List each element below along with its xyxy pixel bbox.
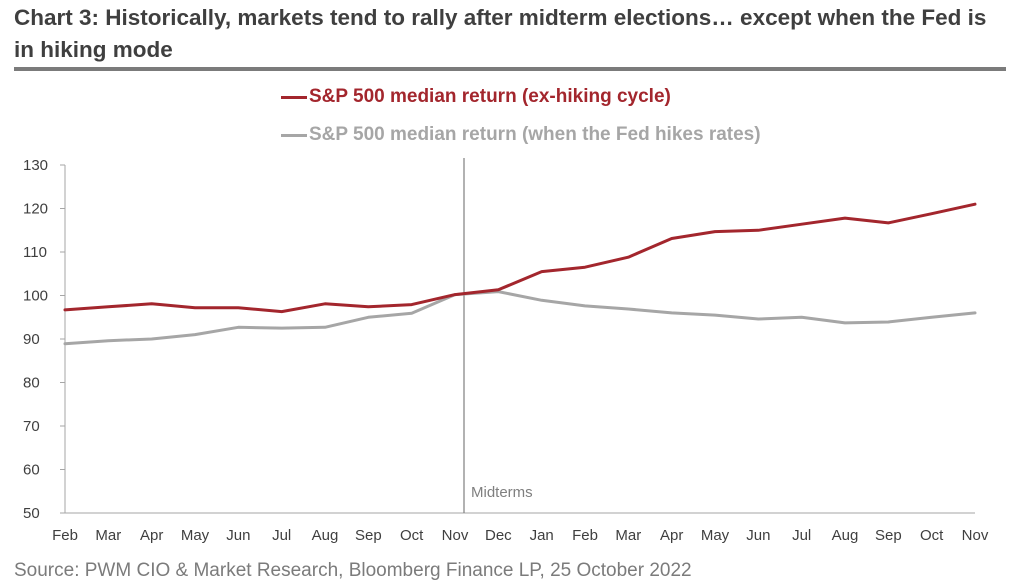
x-tick-label: Mar xyxy=(615,527,641,544)
series-line-hiking xyxy=(63,290,977,346)
legend-swatch-ex-hiking xyxy=(281,95,307,99)
x-tick-label: Jun xyxy=(746,527,770,544)
x-tick-label: Nov xyxy=(962,527,989,544)
x-tick-label: Nov xyxy=(442,527,469,544)
x-tick-label: May xyxy=(701,527,730,544)
y-tick-label: 120 xyxy=(23,201,48,218)
series-line-ex-hiking xyxy=(63,202,977,314)
x-tick-label: Mar xyxy=(95,527,121,544)
y-tick-label: 70 xyxy=(23,418,40,435)
midterms-label: Midterms xyxy=(471,484,533,501)
x-tick-label: Sep xyxy=(875,527,902,544)
source-note: Source: PWM CIO & Market Research, Bloom… xyxy=(14,560,692,581)
x-tick-label: Feb xyxy=(52,527,78,544)
x-tick-label: May xyxy=(181,527,210,544)
y-tick-label: 90 xyxy=(23,331,40,348)
x-tick-label: Aug xyxy=(312,527,339,544)
legend-swatch-hiking xyxy=(281,133,307,137)
legend-label-ex-hiking: S&P 500 median return (ex-hiking cycle) xyxy=(309,86,671,107)
y-tick-label: 130 xyxy=(23,157,48,174)
x-tick-label: Feb xyxy=(572,527,598,544)
x-tick-label: Sep xyxy=(355,527,382,544)
y-tick-label: 110 xyxy=(23,244,47,261)
legend-label-hiking: S&P 500 median return (when the Fed hike… xyxy=(309,124,761,145)
x-tick-label: Oct xyxy=(920,527,944,544)
y-tick-label: 50 xyxy=(23,505,40,522)
y-tick-label: 100 xyxy=(23,288,48,305)
x-tick-label: Jun xyxy=(226,527,250,544)
title-divider xyxy=(14,67,1006,71)
line-chart: 50 60 70 80 90 100 110 120 130 Feb Mar Apr May Jun Jul… xyxy=(23,157,989,544)
legend-item-hiking: S&P 500 median return (when the Fed hike… xyxy=(281,124,761,146)
x-tick-label: Apr xyxy=(140,527,163,544)
x-tick-label: Oct xyxy=(400,527,424,544)
x-tick-label: Jul xyxy=(272,527,291,544)
x-tick-label: Jan xyxy=(530,527,554,544)
x-tick-label: Aug xyxy=(832,527,859,544)
x-tick-label: Apr xyxy=(660,527,683,544)
chart-title: Chart 3: Historically, markets tend to r… xyxy=(14,5,987,62)
y-tick-label: 60 xyxy=(23,462,40,479)
legend-item-ex-hiking: S&P 500 median return (ex-hiking cycle) xyxy=(281,86,671,108)
x-tick-label: Jul xyxy=(792,527,811,544)
y-tick-label: 80 xyxy=(23,375,40,392)
x-tick-label: Dec xyxy=(485,527,512,544)
